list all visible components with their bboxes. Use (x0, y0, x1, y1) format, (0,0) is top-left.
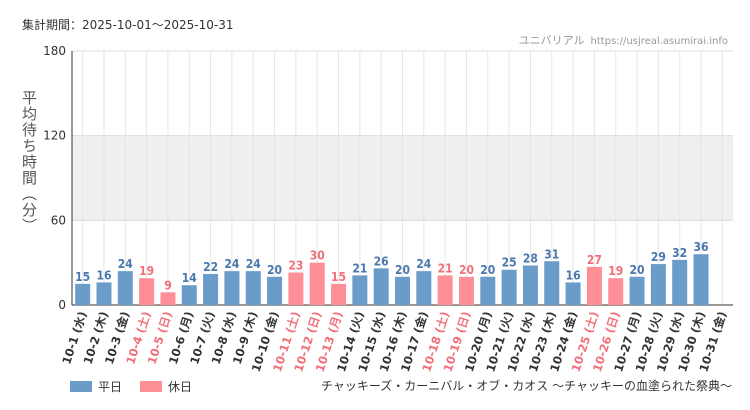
bar-value-label: 36 (694, 240, 709, 254)
bar (267, 276, 283, 305)
bar (245, 271, 261, 305)
bar (309, 262, 325, 305)
source-url[interactable]: https://usjreal.asumirai.info (590, 36, 728, 47)
bar-value-label: 16 (566, 268, 581, 282)
bar (181, 285, 197, 305)
legend-label-holiday: 休日 (168, 380, 193, 394)
bar-value-label: 20 (480, 263, 495, 277)
bar (480, 276, 496, 305)
bar-value-label: 21 (438, 261, 453, 275)
bar (672, 259, 688, 305)
y-axis-title: 平均待ち時間（分） (20, 90, 38, 234)
bar-value-label: 23 (288, 259, 303, 273)
bar-value-label: 24 (224, 257, 240, 271)
bar-value-label: 31 (544, 247, 559, 261)
bar-value-label: 20 (395, 263, 410, 277)
bar (522, 265, 538, 305)
bar (437, 275, 453, 305)
bar-value-label: 19 (139, 264, 154, 278)
bar (395, 276, 410, 305)
bar (416, 271, 432, 305)
bar-value-label: 24 (118, 257, 134, 271)
bar-value-label: 15 (331, 270, 346, 284)
bar (352, 275, 368, 305)
bar-value-label: 20 (459, 263, 474, 277)
legend-label-weekday: 平日 (98, 380, 123, 394)
bar (650, 264, 666, 305)
bar-value-label: 28 (523, 251, 538, 265)
bar-value-label: 24 (416, 257, 432, 271)
source-name: ユニバリアル (518, 34, 585, 47)
y-tick-label: 0 (58, 298, 66, 312)
bar (288, 272, 304, 305)
legend-item-holiday[interactable]: 休日 (140, 378, 192, 395)
bar-value-label: 19 (608, 264, 623, 278)
bar-value-label: 26 (374, 254, 389, 268)
bar (96, 282, 112, 305)
y-tick-label: 120 (43, 129, 66, 143)
y-tick-label: 180 (43, 44, 66, 58)
bar-value-label: 16 (96, 268, 111, 282)
bar (693, 254, 709, 305)
bar-value-label: 25 (502, 256, 517, 270)
bar-value-label: 32 (672, 246, 687, 260)
bar (139, 278, 155, 305)
legend-swatch-weekday (70, 381, 92, 392)
bar-value-label: 21 (352, 261, 367, 275)
period-label: 集計期間：2025-10-01～2025-10-31 (22, 18, 234, 32)
bar (75, 283, 91, 305)
legend-item-weekday[interactable]: 平日 (70, 378, 122, 395)
legend-swatch-holiday (140, 381, 163, 392)
bar (586, 266, 602, 305)
bar-value-label: 20 (630, 263, 645, 277)
bar (373, 268, 389, 305)
bar (608, 278, 624, 305)
bar (501, 269, 517, 305)
bar-value-label: 27 (587, 253, 602, 267)
bar (565, 282, 581, 305)
bar-value-label: 22 (203, 260, 218, 274)
bar (629, 276, 645, 305)
bar-value-label: 30 (310, 249, 325, 263)
bar (458, 276, 474, 305)
legend: 平日 休日 (70, 378, 192, 395)
bar-value-label: 15 (75, 270, 90, 284)
bar-value-label: 20 (267, 263, 282, 277)
bar (203, 273, 219, 305)
bar (160, 292, 176, 305)
y-tick-label: 60 (51, 213, 66, 227)
bar-value-label: 24 (246, 257, 262, 271)
bar (117, 271, 133, 305)
attraction-name: チャッキーズ・カーニバル・オブ・カオス ～チャッキーの血塗られた祭典～ (321, 379, 732, 393)
bar-value-label: 14 (182, 271, 198, 285)
bar (331, 283, 347, 305)
bar (544, 261, 560, 305)
source-credit[interactable]: ユニバリアル https://usjreal.asumirai.info (519, 32, 728, 48)
bar-value-label: 9 (164, 278, 172, 292)
bar-value-label: 29 (651, 250, 666, 264)
bar (224, 271, 240, 305)
